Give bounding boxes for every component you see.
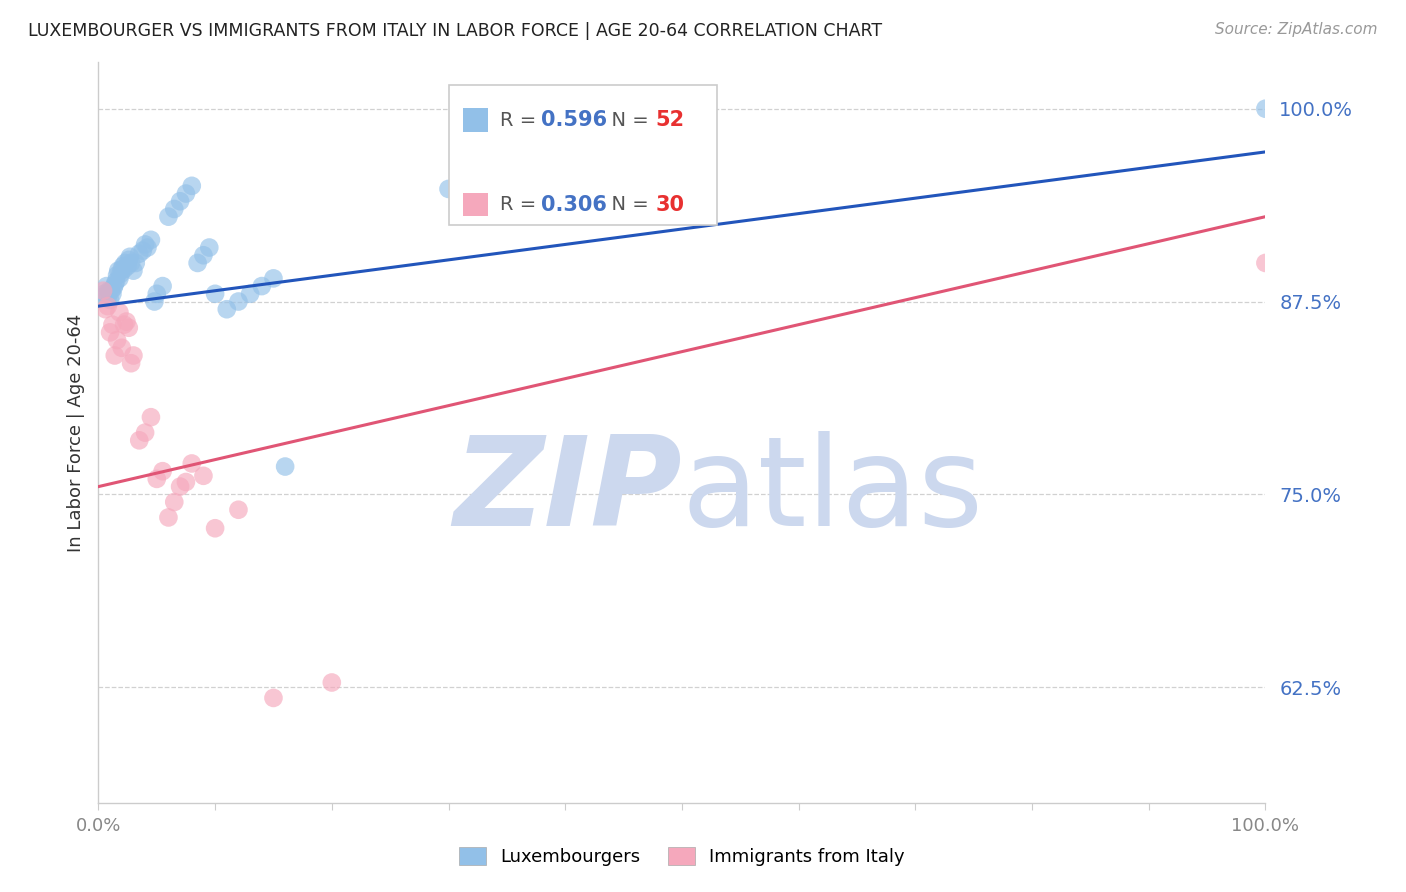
Point bbox=[1254, 102, 1277, 116]
Point bbox=[198, 240, 221, 254]
Point bbox=[180, 457, 202, 471]
Legend: Luxembourgers, Immigrants from Italy: Luxembourgers, Immigrants from Italy bbox=[450, 838, 914, 875]
Point bbox=[143, 294, 166, 309]
Point bbox=[321, 675, 343, 690]
Point bbox=[1254, 256, 1277, 270]
Point bbox=[174, 186, 197, 201]
Point bbox=[117, 259, 139, 273]
Point bbox=[120, 356, 142, 370]
Point bbox=[274, 459, 297, 474]
Point bbox=[111, 341, 134, 355]
Point bbox=[180, 178, 202, 193]
Point bbox=[204, 521, 226, 535]
Point bbox=[169, 194, 191, 209]
Point bbox=[132, 244, 155, 258]
Text: N =: N = bbox=[599, 111, 655, 129]
Point bbox=[97, 284, 120, 298]
Point bbox=[437, 182, 460, 196]
Text: 30: 30 bbox=[655, 194, 685, 215]
Point bbox=[100, 284, 122, 298]
Point bbox=[91, 284, 114, 298]
Point bbox=[146, 286, 169, 301]
Y-axis label: In Labor Force | Age 20-64: In Labor Force | Age 20-64 bbox=[66, 313, 84, 552]
Point bbox=[108, 271, 131, 285]
Point bbox=[112, 262, 135, 277]
Point bbox=[96, 279, 118, 293]
Point bbox=[103, 280, 125, 294]
Text: R =: R = bbox=[501, 195, 543, 214]
Point bbox=[104, 275, 127, 289]
Point bbox=[122, 263, 145, 277]
Text: 52: 52 bbox=[655, 111, 685, 130]
Point bbox=[118, 252, 141, 267]
Point bbox=[250, 279, 273, 293]
Point bbox=[449, 163, 471, 178]
Point bbox=[97, 299, 120, 313]
Point bbox=[104, 349, 127, 363]
Point bbox=[105, 268, 128, 283]
Text: atlas: atlas bbox=[682, 432, 984, 552]
Point bbox=[98, 293, 121, 307]
Point bbox=[105, 333, 128, 347]
Point bbox=[104, 277, 127, 292]
Point bbox=[111, 262, 134, 277]
Point bbox=[139, 410, 162, 425]
Bar bbox=[463, 108, 488, 132]
Point bbox=[112, 318, 135, 332]
Point bbox=[90, 290, 112, 304]
Point bbox=[157, 210, 180, 224]
Text: N =: N = bbox=[599, 195, 655, 214]
Point bbox=[169, 480, 191, 494]
Point bbox=[115, 315, 138, 329]
Point bbox=[461, 151, 484, 165]
Bar bbox=[463, 193, 488, 217]
Text: LUXEMBOURGER VS IMMIGRANTS FROM ITALY IN LABOR FORCE | AGE 20-64 CORRELATION CHA: LUXEMBOURGER VS IMMIGRANTS FROM ITALY IN… bbox=[28, 22, 882, 40]
Text: 0.596: 0.596 bbox=[541, 111, 607, 130]
Point bbox=[139, 233, 162, 247]
Point bbox=[193, 468, 215, 483]
Point bbox=[108, 305, 131, 319]
Point bbox=[239, 286, 262, 301]
Point bbox=[134, 237, 156, 252]
Text: Source: ZipAtlas.com: Source: ZipAtlas.com bbox=[1215, 22, 1378, 37]
Point bbox=[174, 475, 197, 489]
Point bbox=[120, 256, 142, 270]
Text: ZIP: ZIP bbox=[453, 432, 682, 552]
Point bbox=[262, 271, 284, 285]
Point bbox=[163, 495, 186, 509]
Point bbox=[262, 690, 284, 705]
Point bbox=[114, 256, 136, 270]
Point bbox=[118, 320, 141, 334]
Point bbox=[118, 250, 141, 264]
Point bbox=[228, 502, 250, 516]
Text: 0.306: 0.306 bbox=[541, 194, 606, 215]
Point bbox=[152, 279, 174, 293]
Point bbox=[193, 248, 215, 262]
Point bbox=[97, 290, 120, 304]
Point bbox=[163, 202, 186, 216]
Point bbox=[128, 434, 150, 448]
Point bbox=[134, 425, 156, 440]
Point bbox=[94, 302, 117, 317]
Point bbox=[215, 302, 238, 317]
Point bbox=[111, 259, 134, 273]
Point bbox=[146, 472, 169, 486]
Point bbox=[204, 286, 226, 301]
Point bbox=[101, 286, 124, 301]
Point bbox=[110, 267, 132, 281]
Point bbox=[128, 246, 150, 260]
Point bbox=[93, 286, 115, 301]
Point bbox=[98, 326, 121, 340]
Bar bbox=[449, 85, 717, 226]
Point bbox=[157, 510, 180, 524]
Point bbox=[152, 464, 174, 478]
Point bbox=[125, 256, 148, 270]
Point bbox=[122, 349, 145, 363]
Point bbox=[228, 294, 250, 309]
Point bbox=[187, 256, 209, 270]
Point bbox=[107, 263, 129, 277]
Text: R =: R = bbox=[501, 111, 543, 129]
Point bbox=[101, 318, 124, 332]
Point bbox=[136, 240, 159, 254]
